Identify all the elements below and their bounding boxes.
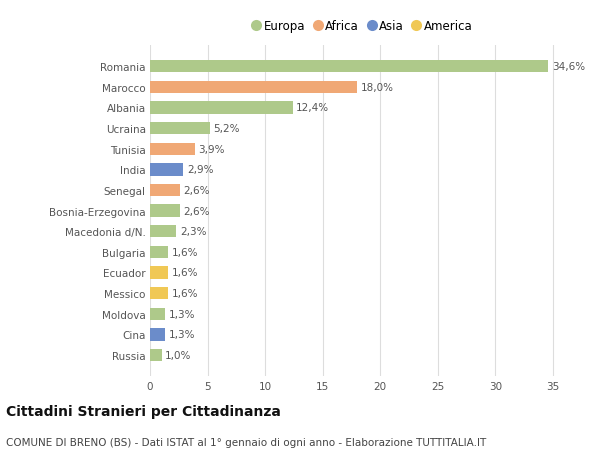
Text: 1,6%: 1,6% — [172, 247, 199, 257]
Bar — [150, 123, 210, 135]
Bar — [150, 82, 357, 94]
Legend: Europa, Africa, Asia, America: Europa, Africa, Asia, America — [248, 16, 478, 38]
Text: COMUNE DI BRENO (BS) - Dati ISTAT al 1° gennaio di ogni anno - Elaborazione TUTT: COMUNE DI BRENO (BS) - Dati ISTAT al 1° … — [6, 437, 486, 447]
Text: 2,6%: 2,6% — [184, 206, 210, 216]
Text: 1,3%: 1,3% — [169, 330, 195, 340]
Text: 2,9%: 2,9% — [187, 165, 214, 175]
Text: 1,3%: 1,3% — [169, 309, 195, 319]
Bar — [150, 225, 176, 238]
Text: 2,3%: 2,3% — [180, 227, 206, 237]
Text: 18,0%: 18,0% — [361, 83, 394, 93]
Bar — [150, 246, 169, 258]
Text: 3,9%: 3,9% — [199, 145, 225, 154]
Bar — [150, 267, 169, 279]
Bar — [150, 102, 293, 114]
Text: 1,6%: 1,6% — [172, 268, 199, 278]
Bar — [150, 308, 165, 320]
Text: 2,6%: 2,6% — [184, 185, 210, 196]
Bar — [150, 185, 180, 197]
Bar — [150, 287, 169, 300]
Text: Cittadini Stranieri per Cittadinanza: Cittadini Stranieri per Cittadinanza — [6, 404, 281, 419]
Bar — [150, 143, 195, 156]
Bar — [150, 329, 165, 341]
Text: 34,6%: 34,6% — [552, 62, 585, 72]
Text: 1,6%: 1,6% — [172, 288, 199, 298]
Bar — [150, 349, 161, 361]
Bar — [150, 61, 548, 73]
Bar — [150, 205, 180, 217]
Bar — [150, 164, 184, 176]
Text: 5,2%: 5,2% — [214, 124, 240, 134]
Text: 1,0%: 1,0% — [165, 350, 191, 360]
Text: 12,4%: 12,4% — [296, 103, 329, 113]
